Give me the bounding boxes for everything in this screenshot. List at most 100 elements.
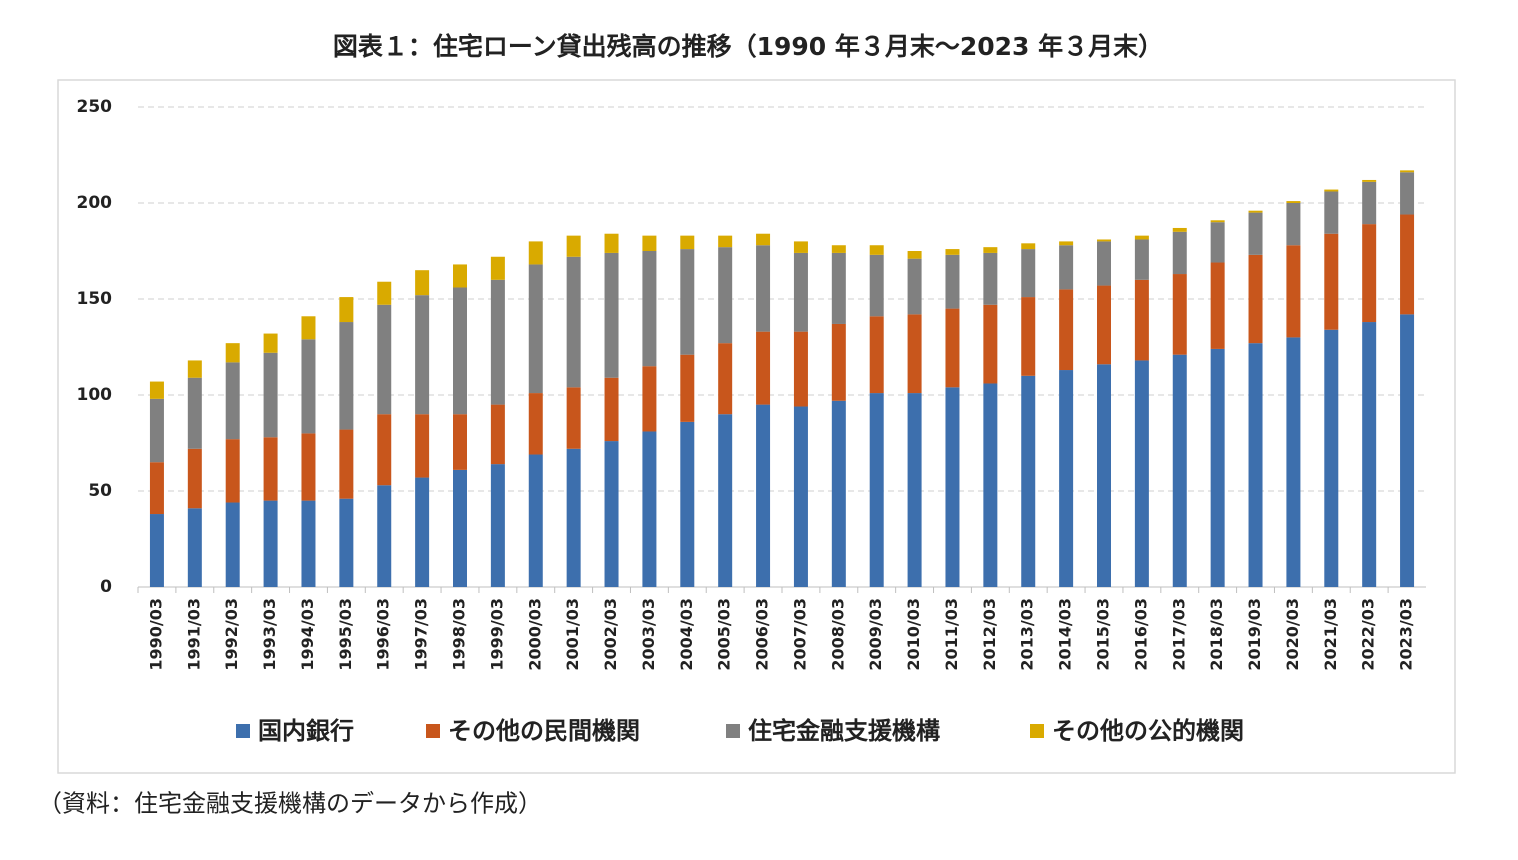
bar-segment xyxy=(187,448,202,509)
bar-segment xyxy=(1210,262,1225,349)
bar-segment xyxy=(983,252,998,305)
bar-segment xyxy=(225,502,240,587)
bar-segment xyxy=(642,431,657,587)
bar-segment xyxy=(528,264,543,394)
bar-segment xyxy=(301,339,316,434)
bar-segment xyxy=(453,469,467,587)
bar-segment xyxy=(1134,279,1149,361)
bar-segment xyxy=(1059,245,1074,290)
bar-segment xyxy=(377,485,392,587)
bar-segment xyxy=(1248,210,1263,213)
bar-segment xyxy=(1134,360,1149,587)
bar-segment xyxy=(756,331,771,405)
bar-segment xyxy=(907,314,922,394)
bar-segment xyxy=(149,462,164,515)
bar-segment xyxy=(945,254,960,309)
bar-segment xyxy=(680,354,695,422)
bar-segment xyxy=(490,404,505,465)
bar-segment xyxy=(1172,274,1187,355)
bar-segment xyxy=(1286,245,1301,338)
bar-segment xyxy=(1248,254,1263,344)
x-tick-label: 2021/03 xyxy=(1321,598,1340,671)
bar-segment xyxy=(1021,249,1036,298)
bar-segment xyxy=(301,500,316,587)
bar-segment xyxy=(793,241,808,253)
bar-segment xyxy=(983,247,998,253)
bar-segment xyxy=(1400,314,1415,587)
bar-segment xyxy=(983,383,998,587)
bar-segment xyxy=(1248,343,1263,587)
legend-swatch xyxy=(236,724,250,738)
legend-label: 住宅金融支援機構 xyxy=(748,717,940,745)
bar-segment xyxy=(1286,203,1301,246)
bar-segment xyxy=(1097,285,1111,365)
bar-segment xyxy=(453,287,467,415)
bar-segment xyxy=(642,366,657,432)
y-tick-label: 50 xyxy=(88,481,112,501)
x-tick-label: 2015/03 xyxy=(1094,598,1113,671)
bar-segment xyxy=(907,251,922,259)
bar-segment xyxy=(566,256,581,388)
x-tick-label: 2022/03 xyxy=(1359,598,1378,671)
bar-segment xyxy=(1134,235,1149,240)
bar-segment xyxy=(225,439,240,503)
x-tick-label: 1995/03 xyxy=(336,598,355,671)
bar-segment xyxy=(187,360,202,378)
bar-segment xyxy=(945,249,960,255)
bar-segment xyxy=(1097,364,1111,587)
x-tick-label: 2023/03 xyxy=(1397,598,1416,671)
bar-segment xyxy=(377,414,392,486)
bar-segment xyxy=(1172,354,1187,587)
bar-segment xyxy=(793,252,808,332)
x-tick-label: 2000/03 xyxy=(525,598,544,671)
bar-segment xyxy=(528,454,543,587)
bar-segment xyxy=(869,316,884,394)
bar-segment xyxy=(869,254,884,317)
bar-segment xyxy=(604,252,619,378)
x-tick-label: 2018/03 xyxy=(1207,598,1226,671)
bar-segment xyxy=(490,256,505,280)
bar-segment xyxy=(566,387,581,449)
bar-segment xyxy=(869,393,884,587)
x-tick-label: 1991/03 xyxy=(184,598,203,671)
bar-segment xyxy=(263,352,278,438)
bar-segment xyxy=(756,404,771,587)
bar-segment xyxy=(1286,201,1301,203)
bar-segment xyxy=(1210,348,1225,587)
bar-segment xyxy=(1059,241,1074,246)
bar-segment xyxy=(490,464,505,587)
x-tick-label: 2012/03 xyxy=(980,598,999,671)
chart-title: 図表１：住宅ローン貸出残高の推移（1990 年３月末～2023 年３月末） xyxy=(333,32,1163,61)
x-tick-label: 1993/03 xyxy=(260,598,279,671)
bar-segment xyxy=(528,393,543,455)
legend-label: 国内銀行 xyxy=(258,717,354,745)
bar-segment xyxy=(831,245,846,253)
bar-segment xyxy=(604,233,619,253)
bar-segment xyxy=(566,235,581,257)
bar-segment xyxy=(680,235,695,250)
bar-segment xyxy=(680,421,695,587)
bar-segment xyxy=(869,245,884,255)
bar-segment xyxy=(1210,220,1225,223)
bar-segment xyxy=(1021,243,1036,250)
legend-swatch xyxy=(726,724,740,738)
x-tick-label: 1996/03 xyxy=(374,598,393,671)
legend-swatch xyxy=(1030,724,1044,738)
bar-segment xyxy=(983,304,998,384)
bar-segment xyxy=(604,377,619,442)
bar-segment xyxy=(149,398,164,463)
bar-segment xyxy=(1172,231,1187,275)
bar-segment xyxy=(415,270,430,296)
bar-segment xyxy=(1400,172,1415,215)
bar-segment xyxy=(566,448,581,587)
x-tick-label: 1997/03 xyxy=(412,598,431,671)
bar-segment xyxy=(225,343,240,363)
bar-segment xyxy=(415,295,430,415)
bar-segment xyxy=(1324,189,1339,192)
bar-segment xyxy=(793,406,808,587)
x-tick-label: 1990/03 xyxy=(146,598,165,671)
bar-segment xyxy=(1400,214,1415,315)
bar-segment xyxy=(415,477,430,587)
x-tick-label: 2008/03 xyxy=(828,598,847,671)
